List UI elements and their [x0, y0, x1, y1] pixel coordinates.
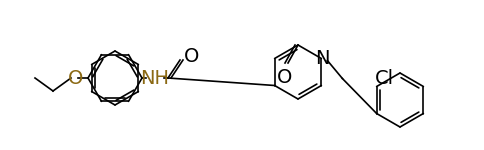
Text: NH: NH	[140, 69, 169, 87]
Text: Cl: Cl	[374, 69, 393, 88]
Text: N: N	[315, 49, 329, 68]
Text: O: O	[183, 46, 199, 66]
Text: O: O	[68, 69, 84, 87]
Text: O: O	[277, 68, 292, 87]
